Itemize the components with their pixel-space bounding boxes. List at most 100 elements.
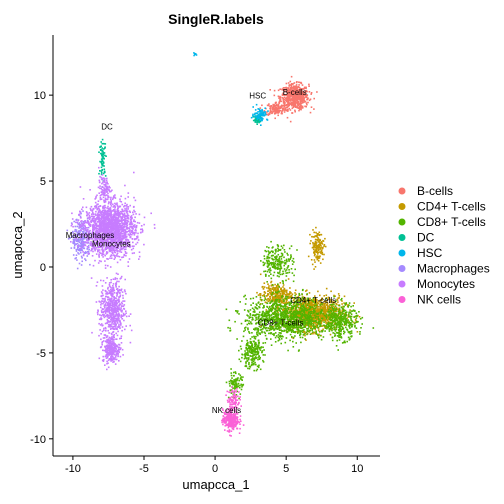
data-point (104, 154, 106, 157)
data-point (102, 154, 105, 156)
data-point (256, 313, 259, 316)
data-point (297, 329, 300, 331)
data-point (329, 311, 331, 314)
data-point (306, 333, 308, 336)
data-point (311, 315, 313, 317)
data-point (323, 253, 325, 256)
data-point (268, 246, 270, 249)
data-point (313, 327, 316, 329)
data-point (298, 320, 301, 322)
data-point (256, 348, 259, 351)
data-point (253, 351, 255, 353)
data-point (274, 301, 276, 303)
data-point (276, 300, 278, 303)
data-point (298, 317, 301, 319)
data-point (95, 205, 98, 207)
data-point (335, 308, 338, 310)
data-point (343, 331, 346, 333)
data-point (343, 313, 346, 315)
data-point (338, 311, 341, 314)
data-point (293, 310, 295, 313)
data-point (288, 271, 291, 274)
data-point (304, 87, 306, 89)
data-point (256, 112, 259, 115)
data-point (268, 316, 271, 318)
data-point (303, 306, 305, 309)
data-point (311, 235, 313, 238)
data-point (294, 311, 296, 314)
data-point (320, 315, 323, 317)
data-point (289, 102, 291, 105)
data-point (356, 320, 358, 323)
data-point (231, 377, 233, 379)
data-point (272, 274, 275, 277)
data-point (132, 247, 135, 250)
data-point (288, 311, 291, 313)
data-point (327, 311, 329, 313)
data-point (287, 308, 289, 310)
data-point (303, 333, 306, 335)
data-point (294, 109, 296, 112)
data-point (285, 300, 288, 303)
data-point (308, 302, 310, 304)
data-point (78, 227, 80, 229)
data-point (98, 205, 100, 208)
data-point (290, 245, 293, 247)
data-point (319, 334, 322, 337)
data-point (101, 142, 104, 145)
data-point (302, 330, 305, 333)
data-point (279, 88, 281, 90)
data-point (290, 316, 293, 318)
data-point (110, 212, 112, 214)
data-point (297, 304, 300, 306)
data-point (319, 262, 322, 264)
data-point (247, 350, 249, 352)
data-point (325, 300, 328, 302)
data-point (256, 322, 258, 324)
data-point (261, 303, 264, 305)
data-point (257, 365, 260, 367)
data-point (254, 315, 256, 317)
data-point (279, 273, 282, 276)
data-point (310, 321, 312, 324)
data-point (343, 305, 345, 308)
data-point (305, 89, 308, 92)
data-point (236, 311, 239, 314)
data-point (256, 353, 258, 356)
data-point (313, 315, 315, 318)
data-point (328, 298, 330, 300)
data-point (282, 272, 285, 275)
data-point (276, 318, 279, 320)
data-point (296, 87, 298, 90)
data-point (261, 104, 263, 107)
data-point (71, 235, 74, 237)
data-point (267, 113, 270, 115)
data-point (270, 291, 273, 294)
data-point (272, 246, 274, 248)
data-point (81, 257, 83, 259)
data-point (317, 321, 320, 323)
data-point (335, 307, 338, 309)
data-point (309, 320, 312, 323)
data-point (245, 298, 247, 300)
data-point (79, 215, 82, 218)
data-point (270, 110, 273, 113)
data-point (103, 171, 106, 174)
data-point (67, 238, 70, 240)
data-point (283, 89, 285, 91)
data-point (349, 322, 352, 324)
data-point (239, 374, 242, 377)
data-point (281, 313, 283, 315)
data-point (288, 85, 290, 87)
data-point (104, 146, 106, 148)
data-point (278, 249, 280, 251)
data-point (299, 96, 301, 98)
data-point (99, 152, 102, 155)
data-point (101, 149, 104, 152)
data-point (286, 98, 288, 101)
data-point (273, 261, 275, 264)
data-point (359, 318, 362, 320)
data-point (307, 330, 310, 333)
data-point (72, 240, 75, 242)
data-point (285, 308, 287, 310)
